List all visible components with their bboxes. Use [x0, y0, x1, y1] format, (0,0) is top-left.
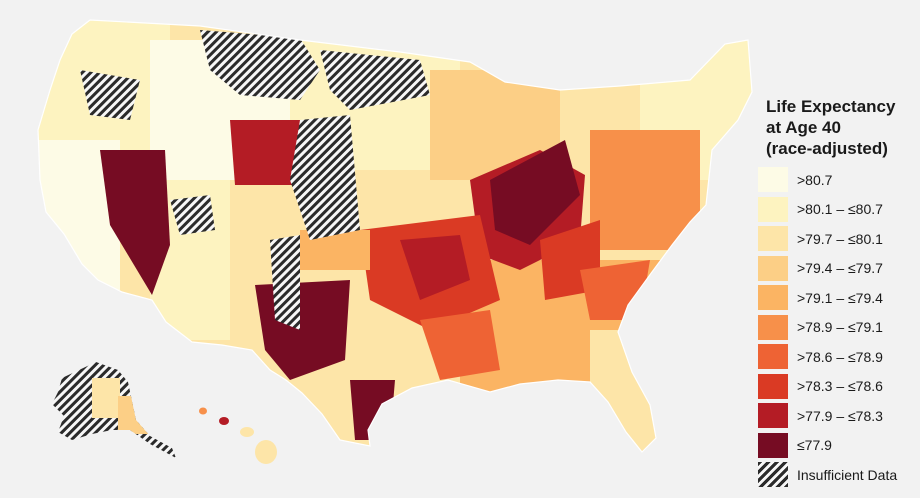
insufficient-nebraska: [290, 115, 360, 240]
insufficient-texas: [270, 235, 300, 330]
legend-item: >79.4 – ≤79.7: [758, 254, 918, 284]
legend-label: >77.9 – ≤78.3: [797, 407, 883, 424]
legend-label: >80.1 – ≤80.7: [797, 201, 883, 218]
legend-items: >80.7 >80.1 – ≤80.7 >79.7 – ≤80.1 >79.4 …: [758, 165, 918, 490]
region-texas-east: [350, 380, 395, 440]
legend-label: >79.7 – ≤80.1: [797, 230, 883, 247]
legend-swatch: [758, 314, 788, 340]
legend-label: >78.9 – ≤79.1: [797, 319, 883, 336]
alaska: [52, 362, 176, 458]
legend-label: >79.4 – ≤79.7: [797, 260, 883, 277]
hawaii: [199, 407, 277, 464]
hawaii-maui: [240, 427, 254, 437]
legend-swatch: [758, 226, 788, 252]
region-kansas: [300, 230, 370, 270]
legend-item: >77.9 – ≤78.3: [758, 401, 918, 431]
region-mid-atlantic: [590, 130, 700, 250]
legend-swatch: [758, 255, 788, 281]
legend-swatch: [758, 403, 788, 429]
hawaii-kauai: [199, 407, 207, 415]
legend-label: >78.3 – ≤78.6: [797, 378, 883, 395]
legend-swatch: [758, 196, 788, 222]
alaska-southeast: [92, 378, 120, 418]
legend-item: >79.1 – ≤79.4: [758, 283, 918, 313]
region-florida: [590, 330, 660, 450]
contiguous-us: [37, 19, 753, 453]
region-nevada: [100, 150, 170, 295]
legend-swatch: [758, 285, 788, 311]
legend-swatch: [758, 373, 788, 399]
legend-label: Insufficient Data: [797, 466, 898, 483]
legend-item: >79.7 – ≤80.1: [758, 224, 918, 254]
region-wyoming: [230, 120, 310, 185]
legend-label: >79.1 – ≤79.4: [797, 289, 883, 306]
legend-item: >78.9 – ≤79.1: [758, 313, 918, 343]
hawaii-big-island: [255, 440, 277, 464]
legend-swatch: [758, 344, 788, 370]
legend-swatch: [758, 167, 788, 193]
legend-item: ≤77.9: [758, 431, 918, 461]
alaska-south: [118, 396, 148, 434]
insufficient-utah: [170, 195, 215, 235]
legend-item: >78.3 – ≤78.6: [758, 372, 918, 402]
legend-label: ≤77.9: [797, 437, 832, 454]
legend-item: >80.1 – ≤80.7: [758, 195, 918, 225]
legend-swatch: [758, 432, 788, 458]
legend-label: >80.7: [797, 171, 833, 188]
legend-item: Insufficient Data: [758, 460, 918, 490]
insufficient-montana: [200, 30, 320, 100]
region-indiana-ohio: [490, 140, 580, 245]
legend-item: >80.7: [758, 165, 918, 195]
hawaii-oahu: [219, 417, 229, 425]
insufficient-dakotas: [320, 50, 430, 110]
legend-swatch-hatched: [758, 462, 788, 488]
region-mississippi: [420, 310, 500, 380]
legend: Life Expectancy at Age 40 (race-adjusted…: [758, 96, 918, 490]
legend-item: >78.6 – ≤78.9: [758, 342, 918, 372]
insufficient-oregon: [80, 70, 140, 120]
legend-label: >78.6 – ≤78.9: [797, 348, 883, 365]
region-ozarks: [400, 235, 470, 300]
legend-title: Life Expectancy at Age 40 (race-adjusted…: [766, 97, 896, 158]
